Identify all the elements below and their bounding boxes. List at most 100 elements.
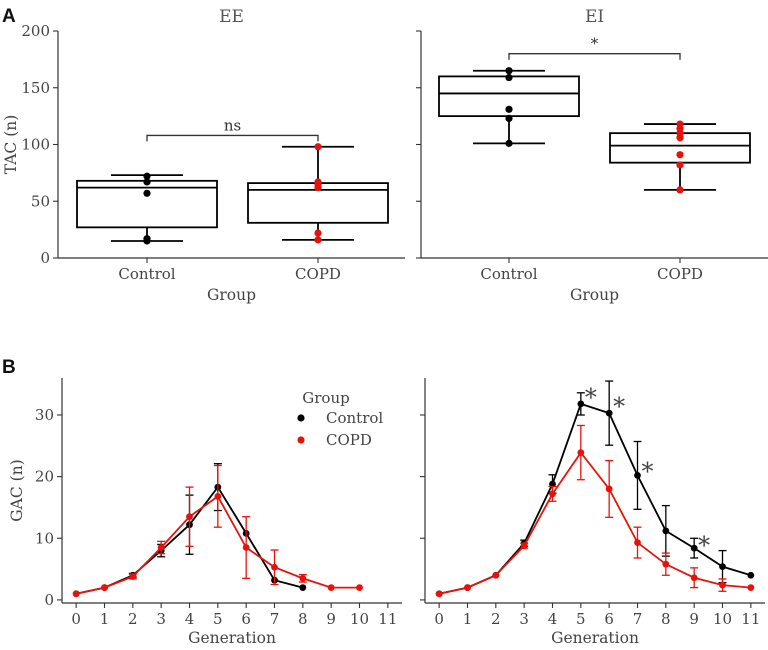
- significance-asterisk: *: [613, 393, 625, 421]
- x-tick-label: 7: [270, 610, 280, 628]
- data-point: [505, 67, 513, 75]
- data-point: [520, 542, 528, 550]
- box-control: [76, 172, 218, 245]
- x-axis-title: Generation: [551, 629, 639, 647]
- data-point: [492, 571, 500, 579]
- x-tick-label: 7: [633, 610, 643, 628]
- data-point: [676, 151, 684, 159]
- series-copd: [72, 464, 363, 598]
- y-tick-label: 30: [35, 406, 54, 424]
- x-axis-title: Group: [570, 286, 619, 304]
- series-line: [438, 451, 751, 595]
- data-point: [605, 485, 613, 493]
- x-tick-label: 1: [463, 610, 473, 628]
- x-tick-label: Control: [118, 265, 175, 283]
- chart-a-ei: EI Control COPD Group *: [416, 7, 768, 304]
- data-point: [549, 490, 556, 498]
- data-point: [72, 590, 80, 598]
- y-tick-label: 200: [21, 22, 50, 40]
- y-tick-label: 0: [40, 249, 50, 267]
- data-point: [314, 178, 322, 186]
- data-point: [214, 492, 222, 500]
- x-tick-label: 0: [434, 610, 444, 628]
- data-point: [299, 574, 307, 582]
- x-tick-label: 8: [298, 610, 308, 628]
- data-point: [505, 139, 513, 147]
- legend: Group Control COPD: [297, 389, 383, 449]
- x-tick-label: 0: [71, 610, 81, 628]
- x-tick-label: 2: [128, 610, 138, 628]
- x-tick-label: 9: [689, 610, 699, 628]
- data-point: [719, 581, 726, 589]
- data-point: [662, 527, 670, 535]
- data-point: [143, 189, 151, 197]
- data-point: [327, 584, 335, 591]
- significance-asterisk: *: [642, 457, 654, 485]
- data-point: [549, 480, 556, 488]
- x-tick-label: 11: [741, 610, 760, 628]
- y-tick-label: 100: [21, 136, 50, 154]
- x-tick-label: 1: [100, 610, 110, 628]
- data-point: [634, 471, 641, 479]
- x-tick-label: 5: [213, 610, 223, 628]
- significance-label: ns: [224, 116, 241, 134]
- chart-title: EI: [585, 7, 604, 27]
- x-tick-label: COPD: [657, 265, 703, 283]
- y-tick-label: 50: [31, 192, 50, 210]
- x-tick-label: 9: [326, 610, 336, 628]
- data-point: [143, 172, 151, 180]
- box-copd: [609, 120, 751, 194]
- chart-a-ee: EE 0 50 100 150 200 Control COPD Group TAC (n) ns: [2, 7, 405, 304]
- data-point: [676, 161, 684, 169]
- x-tick-label: 6: [241, 610, 251, 628]
- data-point: [634, 539, 641, 546]
- chart-b-ee: 0 10 20 30 0 1 2 3 4 5 6 7 8 9 10 11 Generation GAC (n) Gr…: [8, 378, 402, 647]
- data-point: [505, 73, 513, 82]
- legend-title: Group: [302, 389, 349, 407]
- y-tick-label: 0: [44, 591, 54, 609]
- data-point: [747, 584, 755, 591]
- x-tick-label: 3: [156, 610, 166, 628]
- data-point: [143, 178, 151, 186]
- x-tick-label: Control: [480, 265, 537, 283]
- data-point: [662, 560, 670, 568]
- x-tick-label: 5: [576, 610, 586, 628]
- series-control: [435, 380, 755, 598]
- series-copd: [435, 424, 755, 598]
- data-point: [605, 409, 613, 417]
- data-point: [143, 235, 151, 243]
- data-point: [690, 544, 698, 552]
- chart-b-ei: 0 1 2 3 4 5 6 7 8 9 10 11 Generation * * * *: [420, 378, 765, 647]
- data-point: [577, 449, 585, 456]
- y-tick-label: 20: [35, 468, 54, 486]
- data-point: [690, 574, 698, 582]
- data-point: [719, 563, 726, 571]
- x-tick-label: COPD: [295, 265, 341, 283]
- chart-title: EE: [219, 7, 244, 27]
- panel-label-b: B: [2, 357, 16, 378]
- data-point: [314, 236, 322, 244]
- data-point: [101, 584, 108, 591]
- x-tick-label: 10: [350, 610, 369, 628]
- x-tick-label: 11: [378, 610, 397, 628]
- y-tick-label: 10: [35, 529, 54, 547]
- data-point: [676, 120, 684, 128]
- data-point: [299, 584, 307, 591]
- data-point: [747, 571, 755, 579]
- data-point: [464, 584, 471, 591]
- data-point: [577, 400, 585, 408]
- x-tick-label: 6: [604, 610, 614, 628]
- legend-marker: [297, 414, 305, 422]
- y-axis-title: TAC (n): [2, 115, 20, 175]
- panel-label-a: A: [2, 6, 16, 27]
- data-point: [271, 563, 278, 571]
- box-control: [438, 67, 580, 147]
- x-axis-title: Generation: [188, 629, 276, 647]
- x-tick-label: 8: [661, 610, 671, 628]
- x-tick-label: 3: [519, 610, 529, 628]
- y-tick-label: 150: [21, 79, 50, 97]
- data-point: [676, 186, 684, 194]
- data-point: [314, 143, 322, 151]
- significance-asterisk: *: [698, 531, 710, 559]
